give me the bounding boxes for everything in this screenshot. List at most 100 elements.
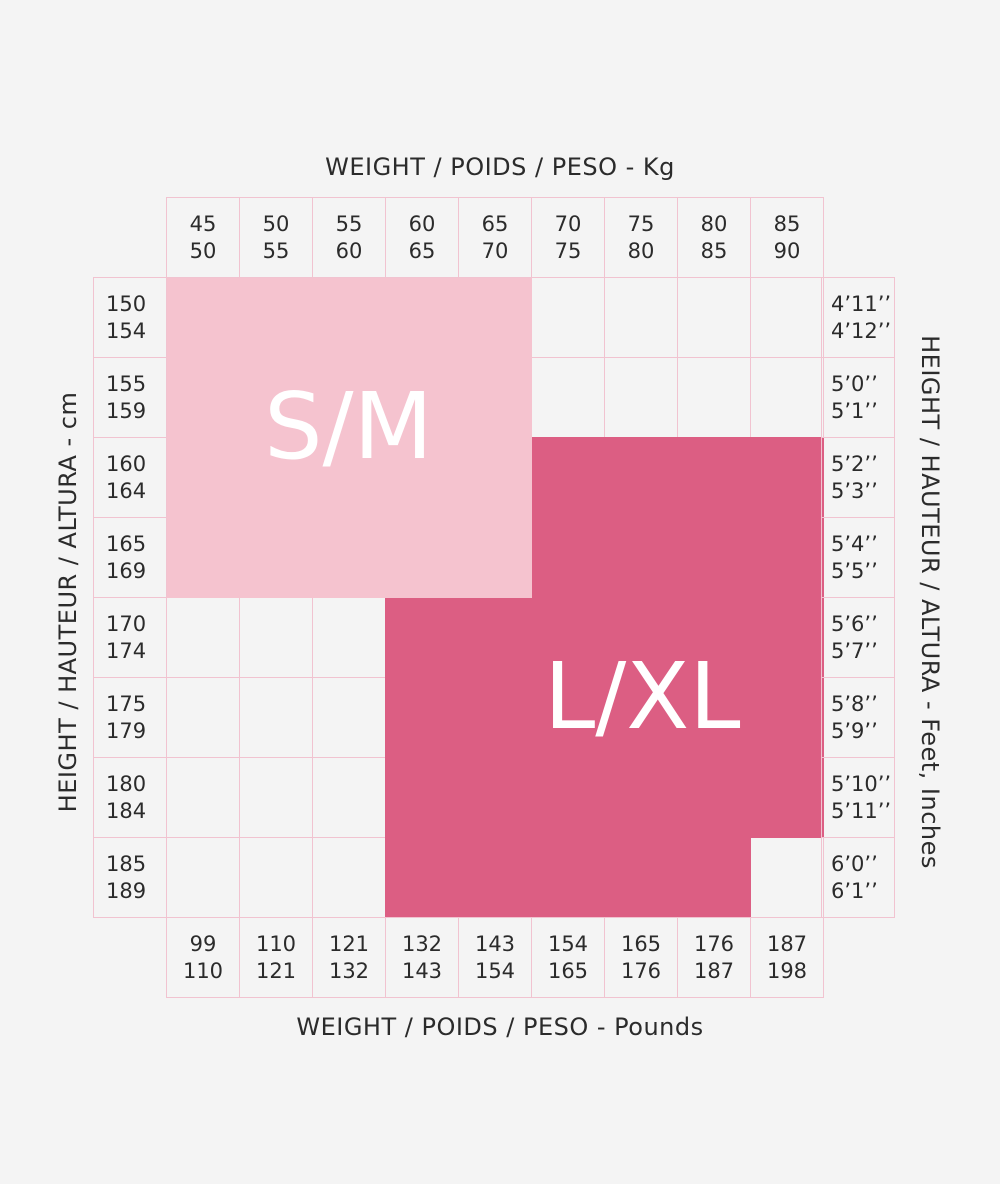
height-feet-label: 5’8’’ 5’9’’ (821, 677, 895, 758)
weight-kg-label-line-2: 70 (481, 238, 509, 263)
title-height-cm: HEIGHT / HAUTEUR / ALTURA - cm (54, 391, 82, 813)
height-cm-label-line-2: 169 (106, 558, 147, 583)
height-cm-label-line-2: 189 (106, 878, 147, 903)
weight-pounds-label: 165 176 (604, 917, 678, 998)
weight-pounds-label: 143 154 (458, 917, 532, 998)
title-height-feet: HEIGHT / HAUTEUR / ALTURA - Feet, Inches (916, 335, 944, 869)
weight-kg-label: 45 50 (166, 197, 240, 278)
height-feet-label-line-2: 5’7’’ (831, 638, 878, 663)
height-cm-label: 150 154 (93, 277, 167, 358)
height-cm-label-line-1: 175 (106, 691, 147, 716)
height-cm-label-line-1: 165 (106, 531, 147, 556)
grid-cell (750, 837, 824, 918)
weight-pounds-label-line-1: 176 (693, 931, 735, 956)
grid-cell (531, 357, 605, 438)
height-cm-label: 170 174 (93, 597, 167, 678)
weight-kg-label-line-1: 50 (262, 211, 290, 236)
grid-cell (166, 837, 240, 918)
weight-pounds-label: 121 132 (312, 917, 386, 998)
grid-cell (239, 677, 313, 758)
height-cm-label-line-2: 154 (106, 318, 147, 343)
weight-kg-label: 85 90 (750, 197, 824, 278)
weight-pounds-label-line-2: 143 (401, 958, 443, 983)
weight-kg-label-line-1: 70 (554, 211, 582, 236)
height-feet-label: 6’0’’ 6’1’’ (821, 837, 895, 918)
weight-kg-label: 80 85 (677, 197, 751, 278)
height-cm-label: 155 159 (93, 357, 167, 438)
height-cm-label-line-1: 170 (106, 611, 147, 636)
grid-cell (312, 757, 386, 838)
height-feet-label-line-2: 6’1’’ (831, 878, 878, 903)
weight-kg-label-line-2: 85 (700, 238, 728, 263)
grid-cell (531, 277, 605, 358)
grid-cell (166, 597, 240, 678)
weight-kg-label-line-2: 60 (335, 238, 363, 263)
weight-pounds-label-line-1: 99 (189, 931, 217, 956)
weight-kg-label-line-2: 65 (408, 238, 436, 263)
grid-cell (166, 757, 240, 838)
weight-pounds-label: 132 143 (385, 917, 459, 998)
height-feet-label: 5’0’’ 5’1’’ (821, 357, 895, 438)
size-block-lxl-lower (385, 597, 751, 918)
grid-cell (239, 837, 313, 918)
height-feet-label-line-1: 5’2’’ (831, 451, 878, 476)
weight-pounds-label-line-2: 132 (328, 958, 370, 983)
weight-kg-label-line-2: 50 (189, 238, 217, 263)
weight-pounds-label-line-1: 154 (547, 931, 589, 956)
grid-cell (677, 357, 751, 438)
weight-pounds-label: 99 110 (166, 917, 240, 998)
grid-cell (604, 357, 678, 438)
height-feet-label-line-1: 6’0’’ (831, 851, 878, 876)
height-cm-label-line-2: 184 (106, 798, 147, 823)
weight-kg-label: 70 75 (531, 197, 605, 278)
height-feet-label-line-1: 4’11’’ (831, 291, 892, 316)
grid-cell (312, 677, 386, 758)
height-feet-label-line-2: 4’12’’ (831, 318, 892, 343)
size-block-sm (166, 277, 532, 598)
weight-kg-label: 55 60 (312, 197, 386, 278)
height-feet-label-line-1: 5’8’’ (831, 691, 878, 716)
weight-kg-label: 75 80 (604, 197, 678, 278)
weight-pounds-label: 154 165 (531, 917, 605, 998)
weight-kg-label-line-1: 75 (627, 211, 655, 236)
height-feet-label: 5’2’’ 5’3’’ (821, 437, 895, 518)
height-feet-label-line-2: 5’1’’ (831, 398, 878, 423)
height-feet-label: 5’10’’ 5’11’’ (821, 757, 895, 838)
height-cm-label: 165 169 (93, 517, 167, 598)
height-cm-label: 175 179 (93, 677, 167, 758)
height-cm-label: 160 164 (93, 437, 167, 518)
weight-kg-label-line-1: 65 (481, 211, 509, 236)
weight-kg-label-line-2: 75 (554, 238, 582, 263)
weight-pounds-label-line-2: 121 (255, 958, 297, 983)
height-cm-label: 180 184 (93, 757, 167, 838)
height-feet-label-line-2: 5’11’’ (831, 798, 892, 823)
height-cm-label-line-2: 179 (106, 718, 147, 743)
height-feet-label-line-2: 5’9’’ (831, 718, 878, 743)
height-cm-label-line-1: 160 (106, 451, 147, 476)
grid-cell (312, 597, 386, 678)
height-feet-label-line-1: 5’6’’ (831, 611, 878, 636)
title-weight-pounds: WEIGHT / POIDS / PESO - Pounds (296, 1013, 704, 1041)
height-feet-label-line-2: 5’3’’ (831, 478, 878, 503)
weight-pounds-label-line-1: 165 (620, 931, 662, 956)
grid-cell (239, 597, 313, 678)
height-feet-label: 5’4’’ 5’5’’ (821, 517, 895, 598)
weight-kg-label: 60 65 (385, 197, 459, 278)
grid-cell (677, 277, 751, 358)
weight-kg-label-line-1: 45 (189, 211, 217, 236)
weight-kg-label-line-1: 85 (773, 211, 801, 236)
weight-pounds-label: 176 187 (677, 917, 751, 998)
grid-cell (312, 837, 386, 918)
height-feet-label: 4’11’’ 4’12’’ (821, 277, 895, 358)
grid-cell (166, 677, 240, 758)
weight-pounds-label-line-1: 110 (255, 931, 297, 956)
weight-kg-label: 50 55 (239, 197, 313, 278)
height-cm-label-line-1: 155 (106, 371, 147, 396)
height-cm-label-line-1: 150 (106, 291, 147, 316)
height-cm-label-line-2: 159 (106, 398, 147, 423)
weight-pounds-label-line-1: 132 (401, 931, 443, 956)
weight-pounds-label: 110 121 (239, 917, 313, 998)
weight-kg-label-line-2: 90 (773, 238, 801, 263)
weight-pounds-label-line-1: 121 (328, 931, 370, 956)
weight-kg-label-line-2: 80 (627, 238, 655, 263)
